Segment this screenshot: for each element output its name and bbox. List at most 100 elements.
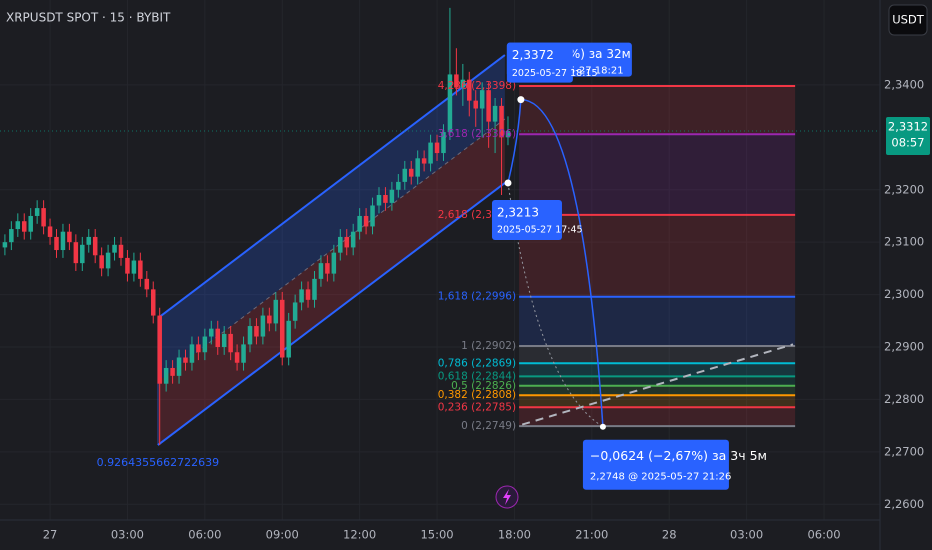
channel-lower-fill [157,118,505,446]
candle-body [267,315,272,324]
fib-zone [519,407,796,427]
measure-start-box [491,199,562,240]
y-tick-label: 2,3400 [884,77,924,91]
candle-body [370,205,375,227]
candle-body [183,357,188,363]
measure-end-point [517,96,525,104]
measure-start-time: 2025-05-27 17:45 [497,224,583,235]
candle-body [363,215,369,227]
fib-zone [519,214,796,297]
candle-body [15,221,21,230]
candle-body [60,231,66,251]
candle-body [157,315,162,384]
candle-body [247,326,253,345]
candle-body [47,226,53,237]
fib-zone [519,345,796,364]
projection-point [599,423,606,430]
candle-body [486,90,491,122]
measure-hidden-text: 5-27 18:21 [569,66,624,77]
measure-curve [507,99,522,184]
candle-body [196,344,201,353]
candle-body [421,158,427,164]
candle-body [170,367,175,376]
fib-zone [519,385,796,396]
candle-body [260,315,266,337]
x-tick-label: 15:00 [420,528,453,542]
candle-body [325,263,330,274]
last-price-box [886,117,930,156]
y-tick-label: 2,2700 [884,444,924,458]
candle-body [54,236,59,251]
y-tick-label: 2,2600 [884,497,924,511]
candle-body [350,231,356,248]
candle-body [460,79,466,88]
y-tick-label: 2,3000 [884,287,924,301]
candle-body [105,252,111,269]
measure-start-point [504,179,512,187]
currency-label: USDT [892,13,925,27]
candle-body [318,263,324,279]
channel-mid [157,118,506,383]
candle-body [118,244,124,258]
measure-end-box [506,42,573,83]
candle-body [150,289,156,316]
projection-curve [520,98,604,427]
x-tick-label: 12:00 [343,528,376,542]
candle-body [479,90,485,109]
candle-body [189,344,195,363]
candle-body [447,74,453,133]
x-tick-label: 03:00 [111,528,144,542]
candle-body [402,168,408,182]
candle-body [473,100,478,109]
candle-body [221,333,227,348]
candle-body [80,244,85,264]
channel-label: 0.9264355662722639 [97,456,219,469]
candle-body [112,244,117,253]
candle-body [279,299,285,358]
candle-body [434,142,440,154]
candle-body [125,257,130,274]
candle-body [144,278,150,290]
candle-body [209,328,214,337]
fib-label: 0 (2,2749) [461,420,516,432]
projection-change: −0,0624 (−2,67%) за 3ч 5м [590,448,767,463]
currency-button[interactable] [888,4,928,36]
candle-body [292,302,298,321]
last-price-label: 2,3312 [888,120,928,134]
measure-end-time: 2025-05-27 18:15 [512,68,598,79]
fib-label: 0,382 (2,2808) [438,389,516,401]
fib-label: 0,5 (2,2826) [451,380,516,392]
y-tick-label: 2,3200 [884,182,924,196]
candle-body [163,367,169,384]
channel-lower [157,182,506,446]
alert-bolt [503,489,511,505]
candle-body [305,289,311,300]
fib-zone [519,395,796,408]
candle-body [28,215,33,232]
candle-body [273,299,279,324]
x-tick-label: 03:00 [730,528,763,542]
candle-body [415,158,420,177]
projection-detail: 2,2748 @ 2025-05-27 21:26 [590,472,731,483]
candle-body [241,344,246,363]
y-tick-label: 2,2800 [884,392,924,406]
candle-body [99,255,104,269]
fib-label: 1 (2,2902) [461,340,516,352]
fib-label: 0,236 (2,2785) [438,401,516,413]
y-tick-label: 2,2900 [884,340,924,354]
candle-body [389,189,395,203]
candle-body [454,74,459,88]
candle-body [176,357,182,376]
x-tick-label: 27 [43,528,58,542]
candle-body [499,105,504,138]
x-tick-label: 09:00 [266,528,299,542]
candle-body [215,328,220,348]
candle-body [21,221,27,232]
candle-body [396,181,401,190]
measure-end-value: 2,3372 [512,48,554,62]
candle-body [286,320,291,358]
measure-hidden-text: %) за 32м [569,47,631,61]
fib-zone [519,85,796,135]
trend-line [521,343,794,426]
